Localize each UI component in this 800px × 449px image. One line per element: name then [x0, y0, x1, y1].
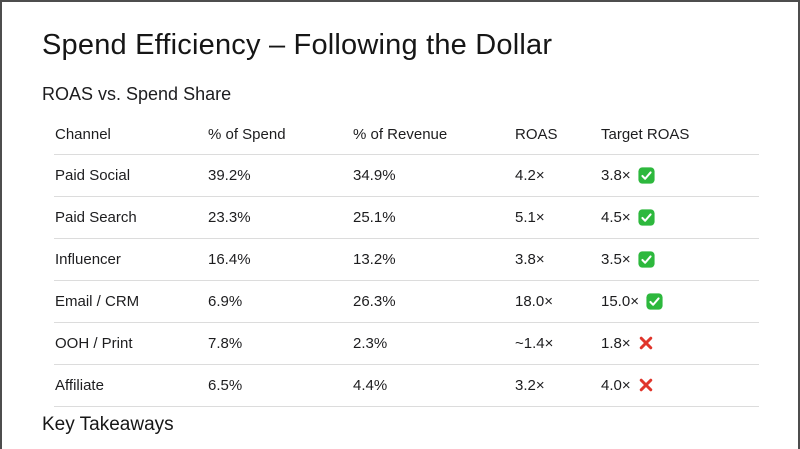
table-row: OOH / Print 7.8% 2.3% ~1.4× 1.8× — [54, 323, 759, 365]
target-roas-value: 3.5× — [601, 250, 631, 268]
table-row: Email / CRM 6.9% 26.3% 18.0× 15.0× — [54, 281, 759, 323]
check-icon — [646, 293, 663, 310]
check-icon — [638, 167, 655, 184]
cross-icon — [638, 335, 654, 351]
cell-spend: 6.5% — [208, 376, 243, 394]
column-header-roas: ROAS — [515, 126, 558, 144]
cell-revenue: 4.4% — [353, 376, 388, 394]
page-title: Spend Efficiency – Following the Dollar — [42, 29, 553, 61]
column-header-channel: Channel — [55, 126, 111, 144]
table-header-row: Channel % of Spend % of Revenue ROAS Tar… — [54, 116, 759, 155]
check-icon — [638, 251, 655, 268]
cell-spend: 7.8% — [208, 334, 243, 352]
cell-channel: Paid Social — [55, 166, 131, 184]
cell-revenue: 34.9% — [353, 166, 396, 184]
cell-roas: 18.0× — [515, 292, 553, 310]
cell-channel: OOH / Print — [55, 334, 133, 352]
roas-table: Channel % of Spend % of Revenue ROAS Tar… — [54, 116, 759, 407]
cell-target-roas: 15.0× — [600, 293, 759, 310]
cell-spend: 39.2% — [208, 166, 251, 184]
cell-roas: 3.2× — [515, 376, 545, 394]
cell-target-roas: 4.5× — [600, 209, 759, 226]
cell-target-roas: 3.8× — [600, 167, 759, 184]
check-icon — [638, 209, 655, 226]
table-row: Paid Search 23.3% 25.1% 5.1× 4.5× — [54, 197, 759, 239]
cell-roas: 4.2× — [515, 166, 545, 184]
target-roas-value: 1.8× — [601, 334, 631, 352]
table-section-title: ROAS vs. Spend Share — [42, 83, 232, 104]
cell-roas: 3.8× — [515, 250, 545, 268]
cell-spend: 6.9% — [208, 292, 243, 310]
cross-icon — [638, 377, 654, 393]
cell-spend: 16.4% — [208, 250, 251, 268]
cell-target-roas: 3.5× — [600, 251, 759, 268]
column-header-target-roas: Target ROAS — [601, 126, 690, 144]
cell-roas: 5.1× — [515, 208, 545, 226]
cell-target-roas: 4.0× — [600, 377, 759, 394]
table-row: Affiliate 6.5% 4.4% 3.2× 4.0× — [54, 365, 759, 407]
target-roas-value: 3.8× — [601, 166, 631, 184]
target-roas-value: 4.5× — [601, 208, 631, 226]
table-row: Paid Social 39.2% 34.9% 4.2× 3.8× — [54, 155, 759, 197]
column-header-revenue: % of Revenue — [353, 126, 448, 144]
cell-revenue: 26.3% — [353, 292, 396, 310]
target-roas-value: 4.0× — [601, 376, 631, 394]
takeaways-section-title: Key Takeaways — [42, 413, 174, 435]
table-row: Influencer 16.4% 13.2% 3.8× 3.5× — [54, 239, 759, 281]
cell-revenue: 13.2% — [353, 250, 396, 268]
cell-channel: Influencer — [55, 250, 121, 268]
cell-revenue: 2.3% — [353, 334, 388, 352]
column-header-spend: % of Spend — [208, 126, 286, 144]
cell-channel: Affiliate — [55, 376, 104, 394]
cell-channel: Email / CRM — [55, 292, 140, 310]
cell-spend: 23.3% — [208, 208, 251, 226]
target-roas-value: 15.0× — [601, 292, 639, 310]
cell-target-roas: 1.8× — [600, 335, 759, 352]
cell-channel: Paid Search — [55, 208, 137, 226]
cell-roas: ~1.4× — [515, 334, 554, 352]
cell-revenue: 25.1% — [353, 208, 396, 226]
